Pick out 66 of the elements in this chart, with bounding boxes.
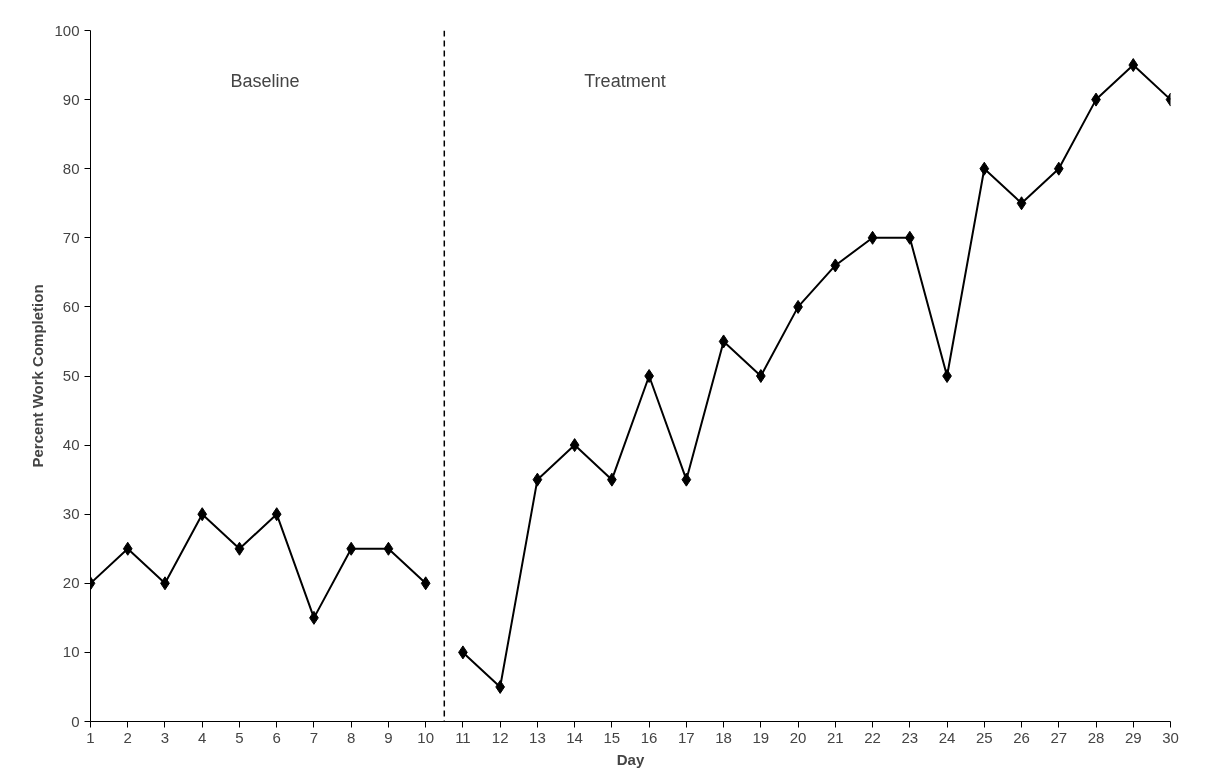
y-tick-label: 10 [62,643,80,661]
point [830,258,841,273]
x-tick-label: 3 [160,728,170,746]
x-tick-label: 22 [864,728,881,746]
x-tick-label: 30 [1162,728,1179,746]
point [904,230,915,245]
x-tick-label: 16 [640,728,658,746]
x-tick-label: 1 [86,728,95,746]
point [569,438,580,453]
point [122,541,133,556]
x-tick-label: 2 [123,728,132,746]
x-tick-label: 28 [1087,728,1105,746]
point [1016,196,1027,211]
x-tick-label: 15 [603,728,621,746]
point [718,334,729,349]
point [420,576,431,591]
x-axis-title: Day [616,750,645,768]
point [271,507,282,522]
x-tick-label: 11 [455,728,471,746]
x-tick-label: 13 [529,728,546,746]
point [197,507,208,522]
y-tick-label: 50 [62,367,80,384]
x-tick-label: 29 [1124,728,1142,746]
y-tick-label: 0 [71,712,80,730]
x-tick-label: 12 [491,728,509,746]
point [346,541,357,556]
y-tick-label: 100 [54,21,80,39]
point [383,541,394,556]
point [867,230,878,245]
point [644,369,654,383]
y-tick-label: 80 [62,159,80,177]
y-tick-label: 40 [62,436,80,454]
x-tick-label: 26 [1013,728,1030,746]
y-tick-label: 20 [62,574,80,592]
x-tick-label: 8 [347,728,356,746]
x-tick-label: 27 [1050,728,1068,746]
annotation: Baseline [230,70,300,91]
y-tick-label: 60 [62,297,80,315]
point [532,472,543,487]
x-tick-label: 5 [235,728,244,746]
x-tick-label: 19 [752,728,770,746]
point [681,472,692,487]
point [756,369,766,383]
x-tick-label: 17 [678,728,695,746]
annotation: Treatment [584,70,666,91]
y-tick-label: 70 [62,228,80,246]
x-tick-label: 7 [309,728,319,746]
point [1128,58,1139,73]
x-tick-label: 4 [198,728,207,746]
x-tick-label: 20 [789,728,807,746]
y-axis-title: Percent Work Completion [29,284,47,468]
point [942,369,952,383]
x-tick-label: 9 [384,728,393,746]
x-tick-label: 24 [938,728,956,746]
point [979,161,990,176]
y-tick-label: 90 [62,90,80,108]
x-tick-label: 18 [715,728,732,746]
x-tick-label: 25 [975,728,993,746]
x-tick-label: 10 [417,728,435,746]
x-tick-label: 23 [901,728,919,746]
x-tick-label: 14 [566,728,583,746]
x-tick-label: 6 [272,728,281,746]
point [1053,161,1064,176]
x-tick-label: 21 [826,728,844,746]
point [234,541,245,556]
y-tick-label: 30 [62,505,80,523]
